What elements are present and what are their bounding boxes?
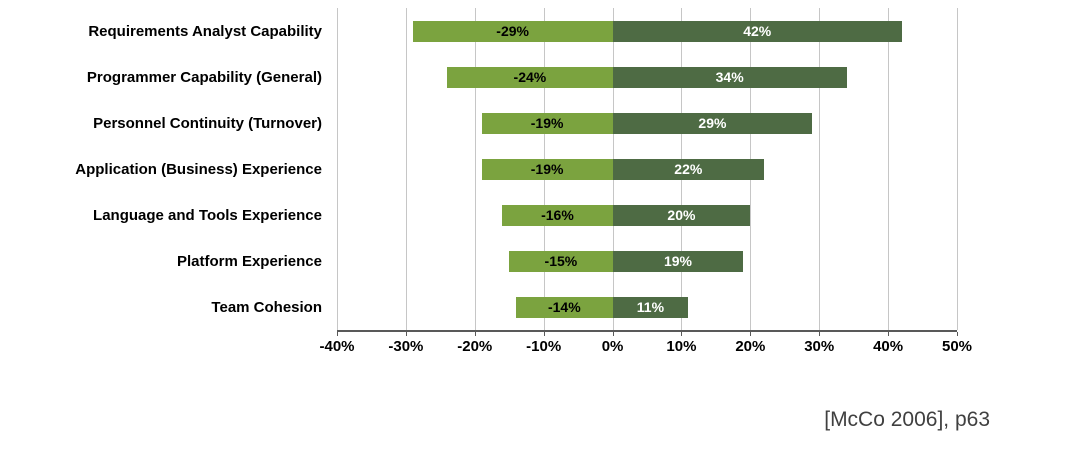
axis-tick-label: -10% [526,338,562,355]
axis-tick-label: 10% [666,338,697,355]
gridline [957,8,958,330]
bar-negative: -19% [481,112,613,134]
axis-tick-mark [681,332,683,336]
category-label: Team Cohesion [211,298,322,316]
bar-negative: -29% [412,20,613,42]
source-caption: [McCo 2006], p63 [824,408,990,431]
bar-positive: 42% [612,20,902,42]
category-label: Application (Business) Experience [75,160,322,178]
chart: Requirements Analyst Capability Programme… [0,8,972,360]
gridline [337,8,338,330]
category-label: Personnel Continuity (Turnover) [93,114,322,132]
bar-positive: 29% [612,112,813,134]
gridline [474,8,476,330]
axis-tick-label: 40% [873,338,904,355]
axis-tick-mark [750,332,752,336]
axis-tick-mark [543,332,545,336]
axis-tick-mark [819,332,821,336]
axis-tick-label: 50% [941,338,973,355]
axis-tick-mark [474,332,476,336]
bar-positive: 20% [612,204,751,226]
axis-tick-mark [405,332,407,336]
axis-tick-mark [888,332,890,336]
category-label: Language and Tools Experience [93,206,322,224]
category-labels: Requirements Analyst Capability Programme… [0,8,330,330]
axis-tick-label: -40% [319,338,355,355]
gridline [405,8,407,330]
bar-positive: 22% [612,158,765,180]
axis-tick-mark [337,332,338,336]
axis-tick-mark [957,332,958,336]
category-label: Programmer Capability (General) [86,68,322,86]
axis-tick-label: -20% [457,338,493,355]
gridline [888,8,890,330]
bar-negative: -24% [447,66,613,88]
category-label: Requirements Analyst Capability [88,22,322,40]
bar-negative: -16% [502,204,613,226]
bar-positive: 34% [612,66,847,88]
bar-negative: -15% [509,250,613,272]
bar-negative: -14% [516,296,613,318]
axis-tick-mark [612,332,614,336]
gridline [819,8,821,330]
category-label: Platform Experience [176,252,322,270]
bar-positive: 19% [612,250,744,272]
plot-area: -29% 42% -24% 34% -19% 29% -19% 22% -16% 20% -15% 1… [337,8,958,332]
axis-tick-label: 0% [601,338,624,355]
axis-tick-label: 30% [804,338,835,355]
bar-negative: -19% [481,158,613,180]
plot-wrap: -29% 42% -24% 34% -19% 29% -19% 22% -16% 20% -15% 1… [319,8,972,360]
axis-tick-label: -30% [388,338,424,355]
axis-tick-label: 20% [735,338,766,355]
bar-positive: 11% [612,296,689,318]
